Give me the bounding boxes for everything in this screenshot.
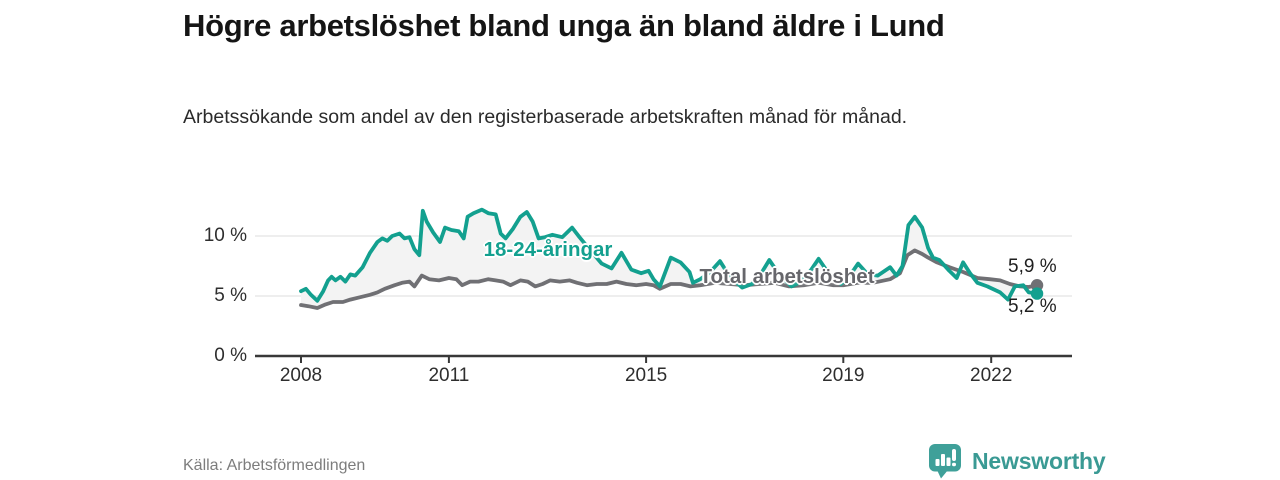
x-axis-tick-label: 2019 — [822, 365, 865, 386]
y-axis-tick-label: 5 % — [214, 285, 247, 306]
x-axis-tick-label: 2022 — [970, 365, 1013, 386]
bar-chart-speech-bubble-icon — [929, 444, 961, 479]
y-axis-tick-label: 10 % — [203, 225, 247, 246]
x-axis-tick-label: 2011 — [428, 365, 470, 386]
series-label-total: Total arbetslöshet — [699, 265, 875, 288]
x-axis-tick-label: 2015 — [624, 365, 668, 386]
source-caption: Källa: Arbetsförmedlingen — [183, 457, 366, 474]
x-axis-tick-label: 2008 — [279, 365, 323, 386]
newsworthy-logo: Newsworthy — [928, 443, 1106, 479]
series-label-youth: 18-24-åringar — [483, 238, 613, 261]
end-value-total: 5,9 % — [1008, 256, 1057, 277]
page-subtitle: Arbetssökande som andel av den registerb… — [183, 106, 908, 128]
brand-name: Newsworthy — [972, 447, 1106, 474]
y-axis-tick-label: 0 % — [214, 345, 247, 366]
page-title: Högre arbetslöshet bland unga än bland ä… — [183, 8, 945, 43]
end-value-youth: 5,2 % — [1008, 296, 1057, 317]
